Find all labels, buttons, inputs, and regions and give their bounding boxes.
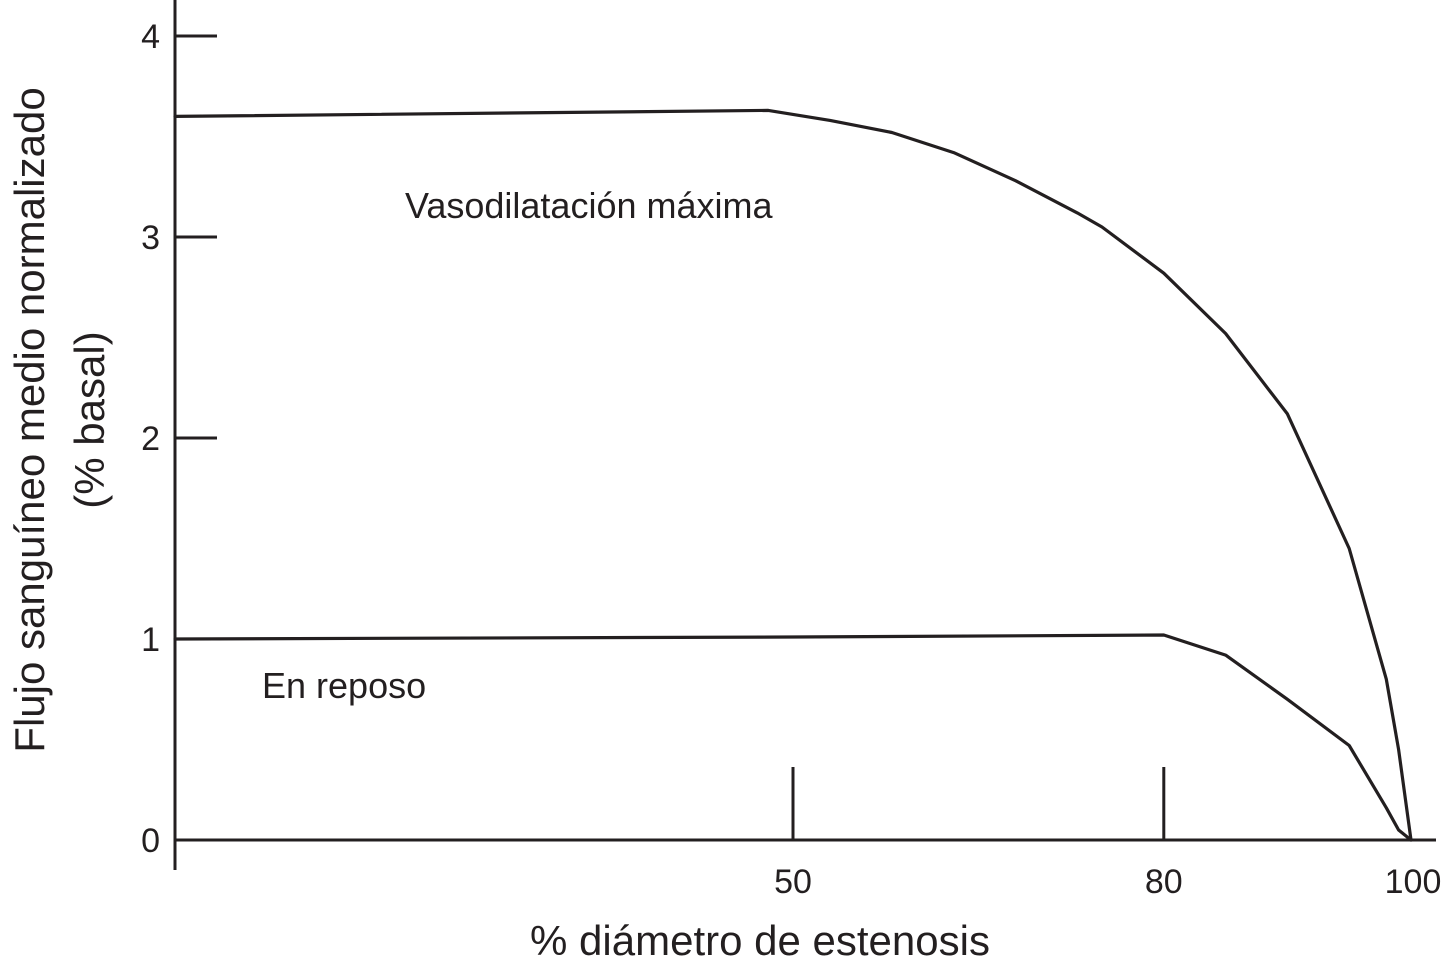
x-tick-label: 80 xyxy=(1145,863,1183,901)
y-tick-label: 3 xyxy=(141,219,160,257)
y-axis-title-line2: (% basal) xyxy=(66,331,113,508)
series-label-vasodilatacion: Vasodilatación máxima xyxy=(405,185,773,226)
y-tick-label: 1 xyxy=(141,621,160,659)
axes xyxy=(173,0,1436,870)
series-lines xyxy=(173,108,1413,842)
series-line-0 xyxy=(173,108,1413,842)
y-tick-label: 4 xyxy=(141,18,160,56)
labels: Vasodilatación máxima En reposo % diámet… xyxy=(6,87,990,964)
y-axis-title-line1: Flujo sanguíneo medio normalizado xyxy=(6,87,53,752)
x-tick-label: 50 xyxy=(774,863,812,901)
x-axis-title: % diámetro de estenosis xyxy=(530,917,990,964)
x-tick-label: 100 xyxy=(1385,863,1442,901)
y-tick-label: 0 xyxy=(141,822,160,860)
y-tick-label: 2 xyxy=(141,420,160,458)
series-label-en-reposo: En reposo xyxy=(262,665,426,706)
ticks: 0 1 2 3 4 50 80 100 xyxy=(141,18,1441,901)
series-line-1 xyxy=(173,633,1413,842)
